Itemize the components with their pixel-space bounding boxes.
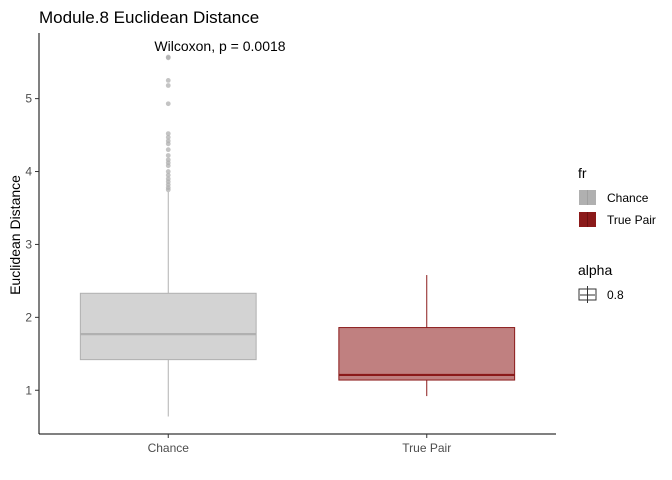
- y-tick-label: 1: [25, 383, 32, 397]
- outlier-point: [165, 169, 171, 174]
- outlier-point: [165, 172, 171, 178]
- y-tick-label: 4: [25, 165, 32, 179]
- outlier-point: [165, 83, 171, 88]
- legend-items: Chance True Pair 0.8: [578, 190, 656, 303]
- plot-area: 1 2 3 4 5 Chance True Pair: [25, 33, 556, 455]
- box-true-pair: [338, 275, 516, 397]
- y-tick-label: 3: [25, 237, 32, 251]
- y-tick-label: 2: [25, 310, 32, 324]
- x-ticks: Chance True Pair: [148, 434, 451, 455]
- legend-alpha-title: alpha: [578, 262, 612, 278]
- outlier-point: [165, 138, 171, 144]
- box-body: [79, 292, 257, 361]
- legend-label-alpha-value: 0.8: [607, 288, 624, 302]
- x-tick-label: Chance: [148, 441, 190, 455]
- box-chance: [79, 54, 257, 417]
- y-tick-label: 5: [25, 92, 32, 106]
- outlier-point: [165, 147, 171, 153]
- x-tick-label: True Pair: [402, 441, 451, 455]
- outlier-point: [165, 153, 171, 158]
- outlier-point: [165, 54, 171, 60]
- outlier-point: [165, 157, 171, 163]
- legend-fr-title: fr: [578, 165, 587, 181]
- outlier-point: [165, 131, 171, 137]
- box-body: [338, 327, 516, 381]
- chart-title: Module.8 Euclidean Distance: [39, 8, 259, 27]
- outlier-point: [165, 101, 171, 107]
- legend-label-true-pair: True Pair: [607, 213, 656, 227]
- legend: fr alpha Chance True Pair 0.8: [578, 165, 656, 303]
- y-ticks: 1 2 3 4 5: [25, 92, 39, 397]
- boxes: [79, 54, 516, 417]
- y-axis-title: Euclidean Distance: [7, 175, 23, 295]
- outlier-point: [165, 134, 171, 140]
- wilcoxon-annotation: Wilcoxon, p = 0.0018: [154, 38, 285, 54]
- legend-label-chance: Chance: [607, 191, 649, 205]
- outlier-point: [165, 176, 171, 182]
- outlier-point: [165, 77, 171, 83]
